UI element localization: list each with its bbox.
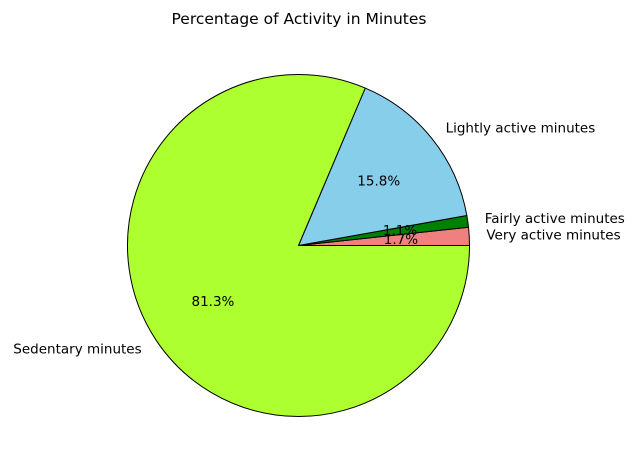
- slice-label-sedentary-minutes: Sedentary minutes: [13, 341, 141, 357]
- slice-percent-very-active-minutes: 1.7%: [384, 232, 418, 248]
- slice-label-very-active-minutes: Very active minutes: [486, 227, 620, 243]
- slice-label-lightly-active-minutes: Lightly active minutes: [446, 120, 596, 136]
- slice-percent-sedentary-minutes: 81.3%: [192, 294, 235, 310]
- slice-percent-fairly-active-minutes: 1.1%: [383, 223, 417, 239]
- pie-slices: [127, 74, 470, 417]
- slice-label-fairly-active-minutes: Fairly active minutes: [485, 211, 625, 227]
- chart-title: Percentage of Activity in Minutes: [172, 10, 427, 28]
- pie-slice-lightly-active-minutes: [298, 87, 468, 246]
- pie-slice-sedentary-minutes: [127, 74, 470, 417]
- pie-labels: Very active minutes 1.7% Fairly active min…: [13, 120, 625, 357]
- slice-percent-lightly-active-minutes: 15.8%: [357, 174, 400, 190]
